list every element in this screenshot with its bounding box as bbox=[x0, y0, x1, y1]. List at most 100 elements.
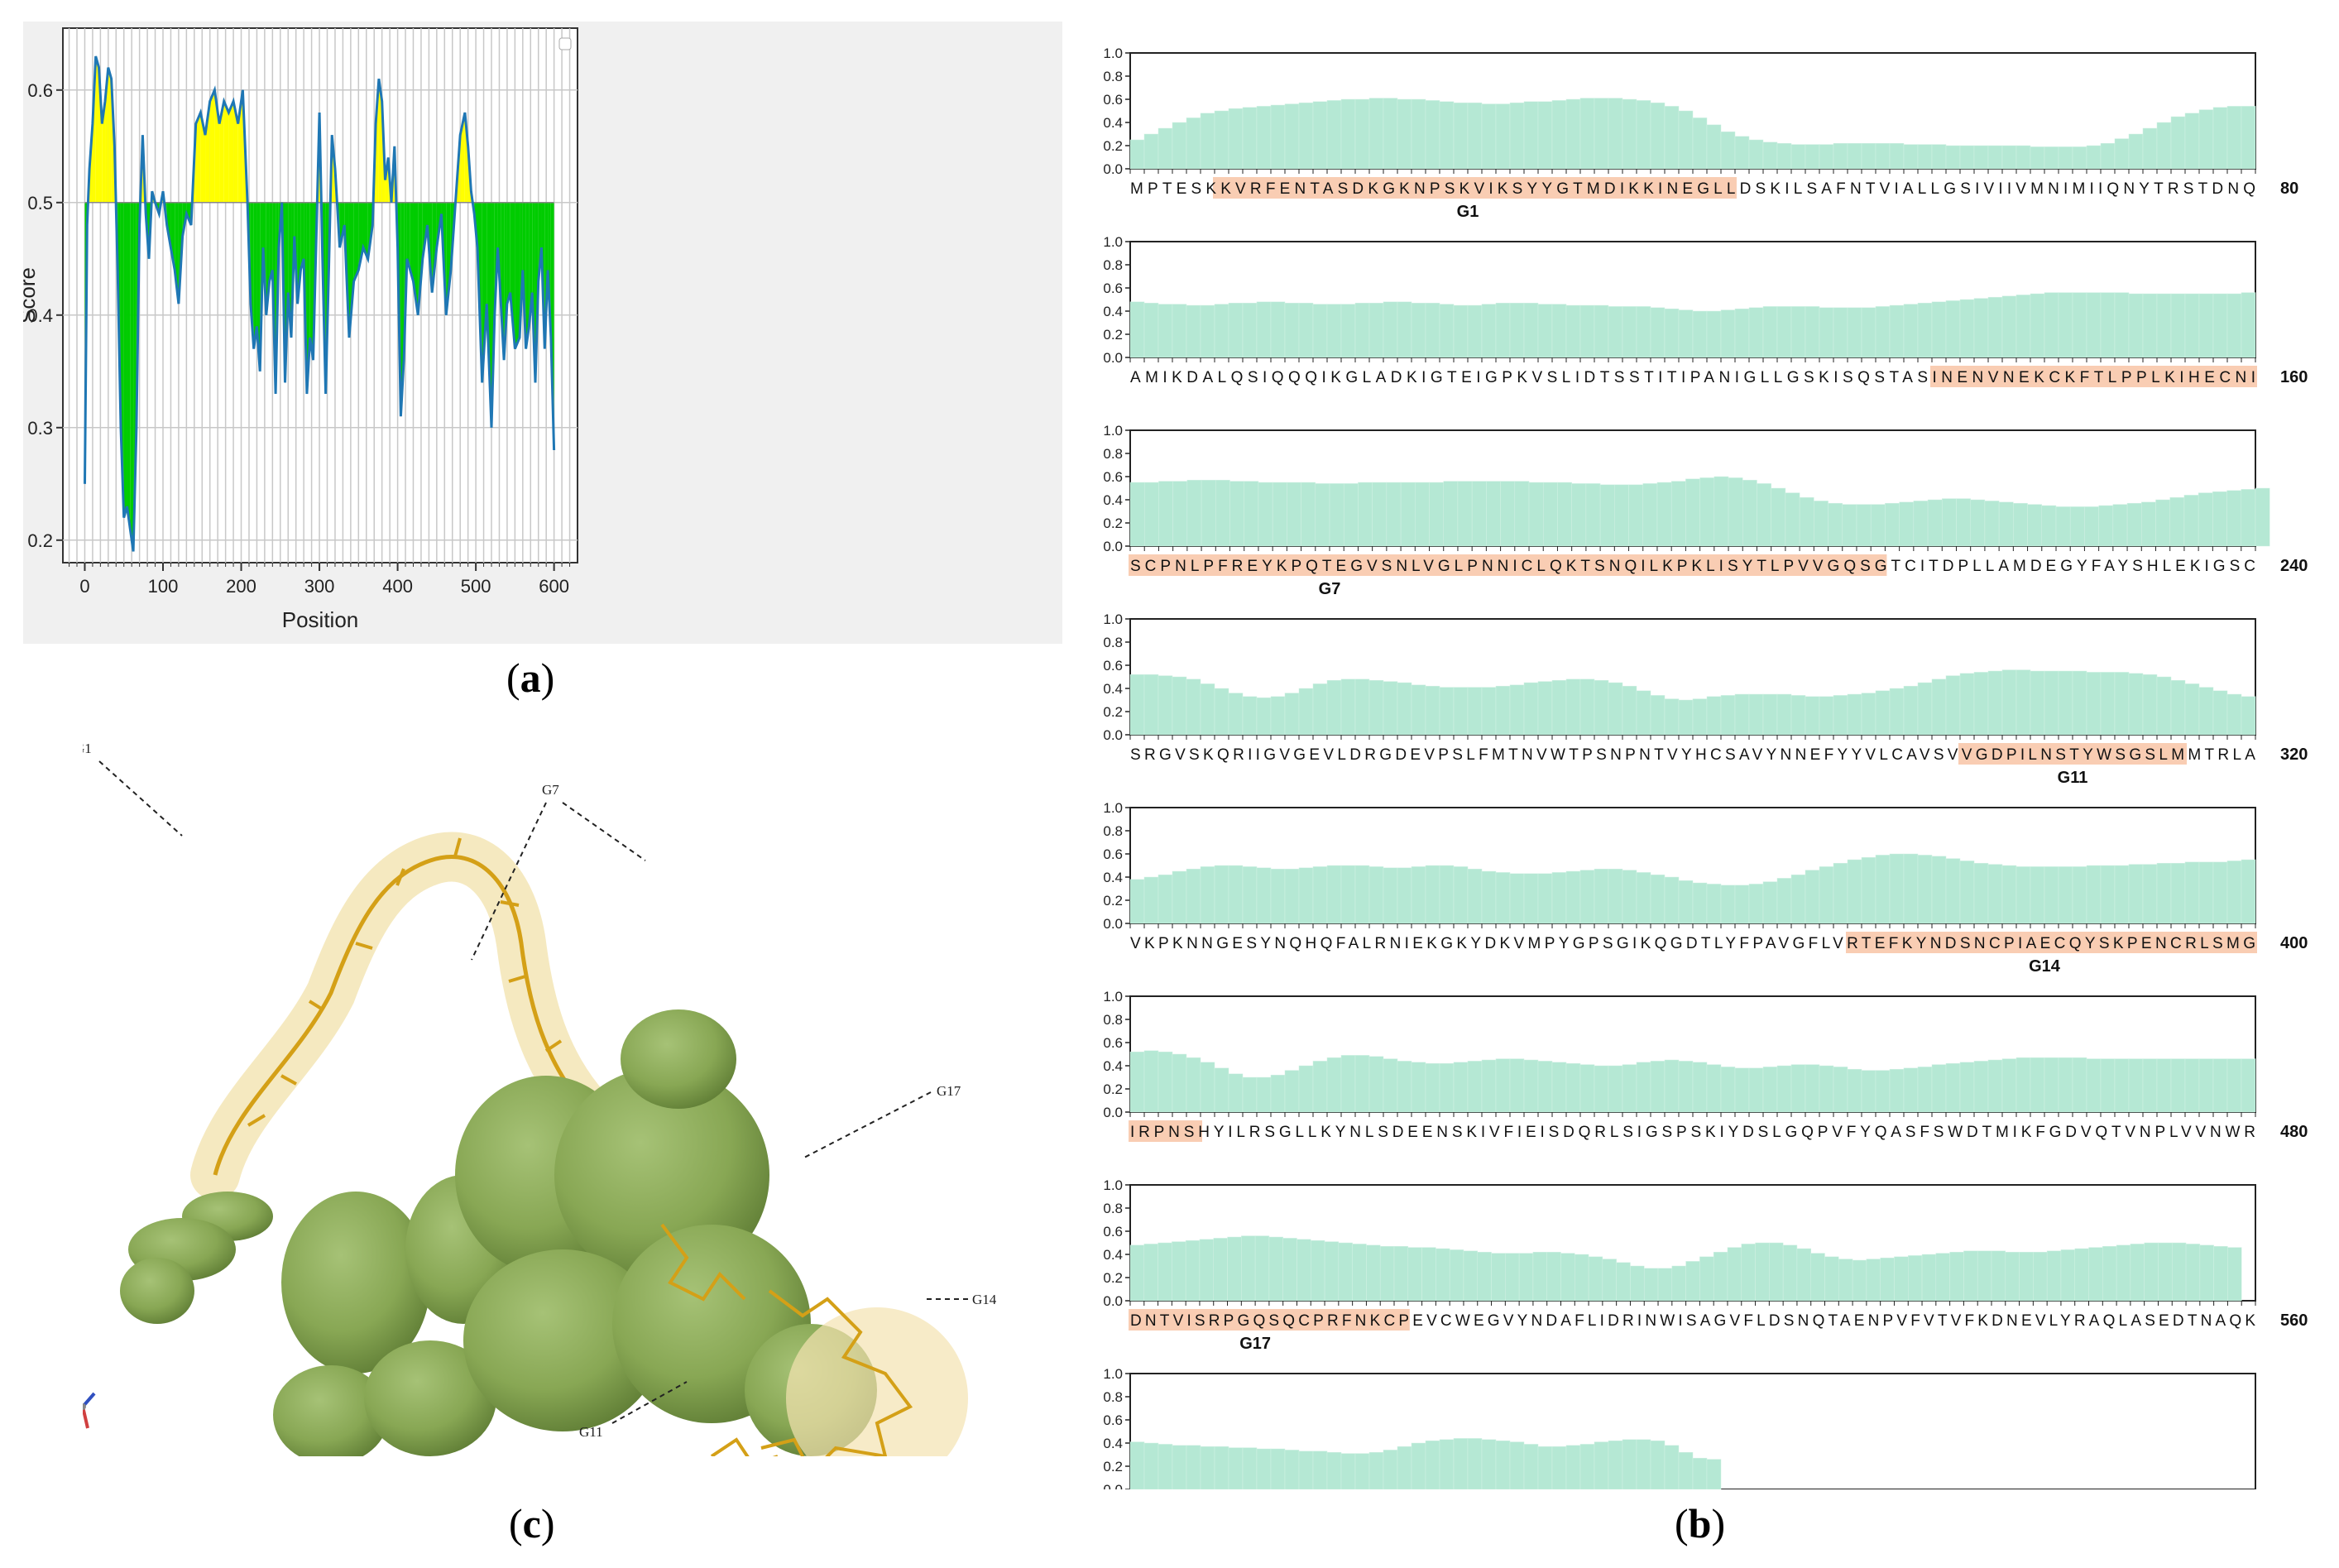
score-bar bbox=[2058, 1057, 2073, 1113]
y-tick-label: 0.2 bbox=[1103, 704, 1123, 720]
score-bar bbox=[1523, 302, 1539, 358]
score-bar bbox=[1509, 102, 1525, 170]
score-bar bbox=[2212, 107, 2228, 170]
score-bar bbox=[1383, 1058, 1398, 1113]
y-tick-label: 0.6 bbox=[1103, 846, 1123, 862]
score-bar bbox=[1706, 124, 1722, 170]
score-bar bbox=[1354, 1055, 1370, 1113]
score-bar bbox=[2086, 1058, 2102, 1113]
score-bar bbox=[2128, 293, 2144, 358]
score-bar bbox=[1514, 481, 1530, 547]
score-bar bbox=[2001, 145, 2017, 170]
x-tick-label: 100 bbox=[148, 576, 179, 597]
score-bar bbox=[2044, 146, 2059, 170]
score-bar bbox=[1664, 1445, 1680, 1489]
score-bar bbox=[1383, 867, 1398, 924]
score-bar bbox=[1973, 145, 1989, 170]
area-below-threshold bbox=[123, 202, 127, 518]
score-bar bbox=[1931, 1064, 1947, 1113]
score-bar bbox=[2013, 502, 2028, 547]
score-bar bbox=[1481, 1059, 1497, 1113]
score-bar bbox=[1973, 1061, 1989, 1113]
score-bar bbox=[1298, 867, 1314, 924]
score-bar bbox=[1158, 1444, 1173, 1489]
sequence-text: IRPNSHYILRSGLLKYNLSDEENSKIVFIEISDQRLSIGS… bbox=[1130, 1124, 2255, 1141]
sequence-row: 1.0 0.8 0.6 0.4 0.2 0.0 DNTVISRPGQSQCPRFNKCPEV… bbox=[1103, 1177, 2308, 1353]
area-below-threshold bbox=[133, 202, 137, 552]
score-bar bbox=[1748, 139, 1764, 170]
y-tick-label: 0.6 bbox=[1103, 281, 1123, 296]
score-bar bbox=[2212, 293, 2228, 358]
sequence-end-number: 240 bbox=[2280, 557, 2308, 575]
score-bar bbox=[1352, 1244, 1367, 1302]
score-bar bbox=[1720, 885, 1736, 924]
score-bar bbox=[2033, 1251, 2048, 1302]
score-bar bbox=[2184, 861, 2200, 924]
score-bar bbox=[1861, 856, 1876, 924]
epitope-label: G17 bbox=[1239, 1335, 1271, 1353]
score-bar bbox=[1699, 1256, 1714, 1302]
score-bar bbox=[1692, 882, 1708, 924]
label-g1: G1 bbox=[83, 741, 92, 756]
score-bar bbox=[1973, 862, 1989, 924]
y-tick-label: 0.8 bbox=[1103, 823, 1123, 839]
score-bar bbox=[2100, 672, 2116, 736]
score-bar bbox=[1945, 300, 1961, 358]
score-bar bbox=[1284, 1450, 1300, 1489]
area-above-threshold bbox=[464, 113, 468, 203]
y-tick-label: 0.0 bbox=[1103, 161, 1123, 177]
score-bar bbox=[1714, 476, 1729, 547]
score-bar bbox=[2185, 1244, 2201, 1302]
score-bar bbox=[1301, 482, 1316, 547]
score-bar bbox=[1748, 693, 1764, 736]
score-bar bbox=[1575, 1254, 1589, 1302]
score-bar bbox=[1393, 1245, 1409, 1302]
score-bar bbox=[1467, 304, 1483, 358]
score-bar bbox=[1386, 482, 1402, 547]
sequence-text: VKPKNNGESYNQHQFALRNIEKGKYDKVMPYGPSGIKQGD… bbox=[1130, 935, 2255, 952]
score-bar bbox=[1664, 1059, 1680, 1113]
score-bar bbox=[1158, 675, 1173, 736]
score-bar bbox=[1720, 1067, 1736, 1113]
score-bar bbox=[1453, 866, 1469, 924]
score-bar bbox=[1200, 866, 1215, 924]
score-bar bbox=[2198, 687, 2214, 736]
score-bar bbox=[1991, 1250, 2006, 1302]
score-bar bbox=[1481, 687, 1497, 736]
score-bar bbox=[1340, 98, 1356, 170]
score-bar bbox=[1495, 1440, 1511, 1489]
score-bar bbox=[1453, 1062, 1469, 1113]
score-bar bbox=[1692, 1062, 1708, 1113]
score-bar bbox=[2184, 683, 2200, 736]
sequence-row: 1.0 0.8 0.6 0.4 0.2 0.0 AMIKDALQSIQQQIKGLADKIG… bbox=[1103, 234, 2308, 387]
score-bar bbox=[2086, 145, 2102, 170]
score-bar bbox=[2142, 674, 2158, 736]
score-bar bbox=[1242, 107, 1258, 170]
score-bar bbox=[1143, 302, 1159, 358]
panel-label-c: (c) bbox=[509, 1500, 555, 1546]
y-tick-label: 1.0 bbox=[1103, 423, 1123, 439]
score-bar bbox=[1254, 1235, 1270, 1302]
y-tick-label: 0.0 bbox=[1103, 1105, 1123, 1120]
score-bar bbox=[1880, 1257, 1895, 1302]
panel-label-a: (a) bbox=[506, 655, 555, 701]
y-tick-label: 0.5 bbox=[27, 193, 53, 213]
score-bar bbox=[1172, 481, 1188, 547]
score-bar bbox=[1861, 693, 1876, 736]
score-bar bbox=[1664, 106, 1680, 170]
score-bar bbox=[1411, 684, 1426, 736]
score-bar bbox=[1987, 670, 2003, 736]
score-bar bbox=[2170, 862, 2186, 924]
score-bar bbox=[2001, 865, 2017, 924]
score-bar bbox=[2128, 673, 2144, 736]
score-bar bbox=[1819, 144, 1834, 170]
sequence-row: 1.00.80.60.40.20.0TITNCFLLKNKIWCISLVEIYD… bbox=[1103, 1366, 2256, 1489]
score-bar bbox=[2198, 109, 2214, 170]
area-below-threshold bbox=[482, 202, 487, 383]
score-bar bbox=[1657, 1268, 1673, 1302]
score-bar bbox=[1509, 873, 1525, 924]
score-bar bbox=[1287, 482, 1301, 547]
score-bar bbox=[1959, 673, 1975, 736]
score-bar bbox=[1415, 482, 1430, 547]
score-bar bbox=[1129, 879, 1145, 924]
